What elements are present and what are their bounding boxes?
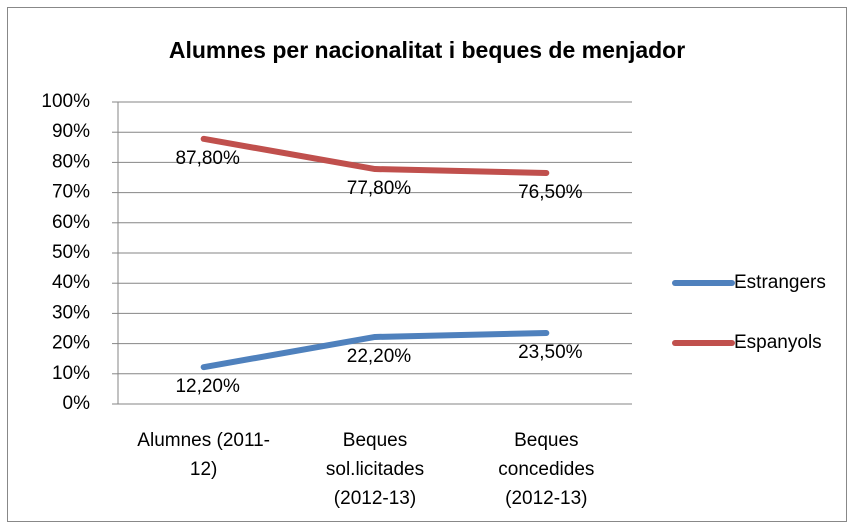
y-tick-label: 0% [63,393,91,414]
data-label: 87,80% [175,148,240,169]
chart-border [7,7,847,522]
line [200,330,550,371]
y-tick-label: 100% [41,91,90,112]
data-label: 23,50% [518,342,583,363]
y-tick-label: 90% [52,121,90,142]
legend-label: Estrangers [734,272,826,293]
y-tick-label: 50% [52,242,90,263]
y-tick-label: 80% [52,151,90,172]
x-tick-label: Beques concedides (2012-13) [498,430,595,509]
y-tick-label: 10% [52,363,90,384]
x-tick-label: Alumnes (2011-12) [137,430,271,480]
data-label: 12,20% [175,376,240,397]
y-tick-label: 70% [52,182,90,203]
line [200,135,550,176]
chart-title: Alumnes per nacionalitat i beques de men… [169,37,685,63]
y-tick-label: 60% [52,212,90,233]
y-tick-label: 40% [52,272,90,293]
x-tick-label: Beques sol.licitades (2012-13) [325,430,425,509]
legend-label: Espanyols [734,332,822,353]
y-tick-label: 20% [52,333,90,354]
y-tick-label: 30% [52,302,90,323]
data-label: 77,80% [347,178,412,199]
data-label: 22,20% [347,346,412,367]
data-label: 76,50% [518,182,583,203]
